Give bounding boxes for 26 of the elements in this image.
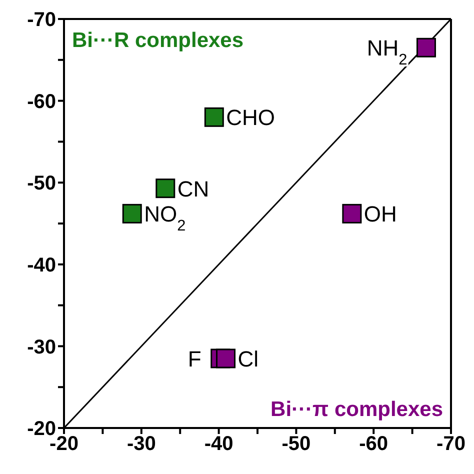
text: Bi···R complexes xyxy=(72,29,244,52)
annotation: NO$_{2}$ xyxy=(144,202,186,234)
annotation: OH xyxy=(364,202,397,227)
annotation: NH$_{2}$ xyxy=(366,36,408,68)
annotation: CN xyxy=(177,176,210,202)
y-tick-label: -70 xyxy=(27,9,56,32)
text: Bi···π complexes xyxy=(270,398,443,421)
y-tick-label: -30 xyxy=(27,336,56,358)
y-tick-label: -20 xyxy=(27,418,56,440)
x-tick-label: -50 xyxy=(282,433,311,456)
point xyxy=(416,38,436,58)
y-tick-label: -60 xyxy=(27,90,56,113)
annotation: Cl xyxy=(238,346,259,372)
annotation: F xyxy=(188,346,202,372)
y-tick-label: -50 xyxy=(27,172,56,195)
x-tick-label: -30 xyxy=(126,433,156,456)
annotation: CHO xyxy=(226,105,276,130)
point xyxy=(216,348,236,368)
point xyxy=(156,178,176,198)
x-tick-label: -40 xyxy=(204,433,234,456)
point xyxy=(122,204,142,224)
y-tick-label: -40 xyxy=(27,254,56,276)
point xyxy=(342,204,362,224)
point xyxy=(204,107,224,127)
x-tick-label: -70 xyxy=(436,433,466,456)
x-tick-label: -60 xyxy=(359,433,388,456)
